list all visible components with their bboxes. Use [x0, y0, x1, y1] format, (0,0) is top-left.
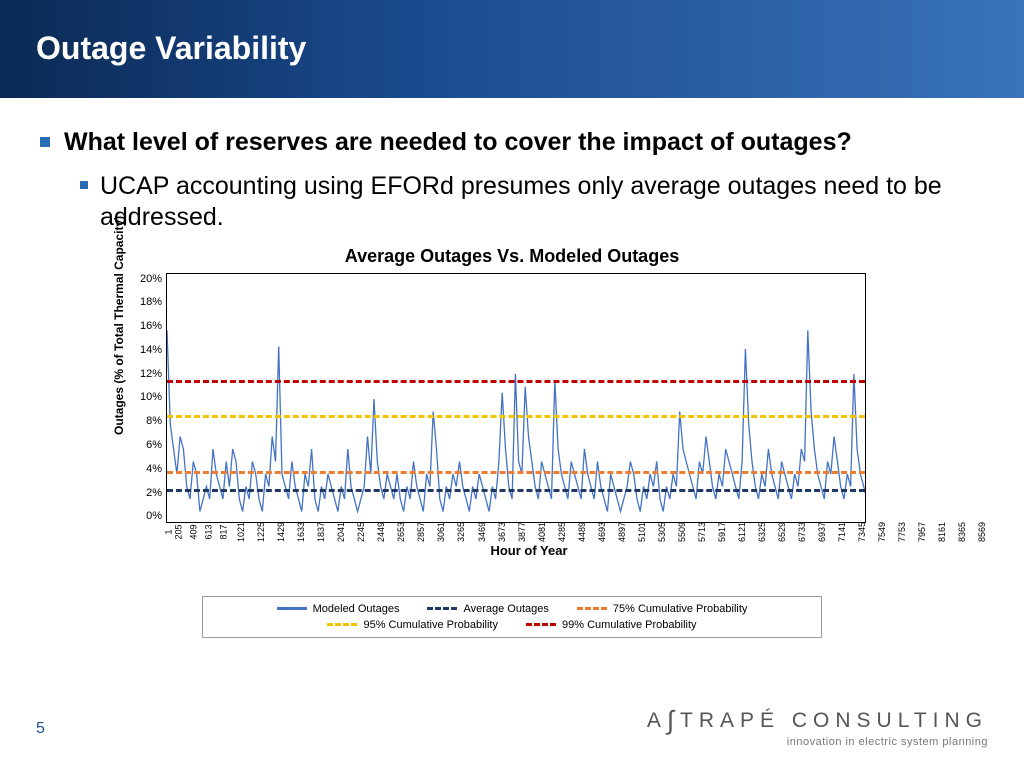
y-tick: 18% — [132, 296, 162, 308]
y-tick: 4% — [132, 463, 162, 475]
x-tick: 4489 — [577, 521, 587, 541]
x-tick: 1225 — [256, 521, 266, 541]
chart-plot-area — [166, 273, 866, 523]
x-tick: 4693 — [597, 521, 607, 541]
legend-swatch — [577, 607, 607, 610]
y-tick: 12% — [132, 368, 162, 380]
company-logo: A∫TRAPÉ CONSULTING innovation in electri… — [647, 703, 988, 748]
legend-item: 75% Cumulative Probability — [577, 603, 748, 615]
x-tick: 3265 — [457, 521, 467, 541]
x-tick: 5509 — [677, 521, 687, 541]
x-tick: 409 — [189, 524, 199, 539]
legend-swatch — [427, 607, 457, 610]
x-tick: 1 — [164, 529, 174, 534]
legend-label: Modeled Outages — [313, 603, 400, 615]
y-tick: 10% — [132, 391, 162, 403]
legend-item: 99% Cumulative Probability — [526, 619, 697, 631]
y-tick: 2% — [132, 487, 162, 499]
x-tick: 6733 — [797, 521, 807, 541]
bullet-main-text: What level of reserves are needed to cov… — [64, 128, 852, 157]
x-tick: 5101 — [637, 521, 647, 541]
chart-x-axis: 1205409613817102112251429163318372041224… — [166, 527, 892, 558]
x-tick: 613 — [204, 524, 214, 539]
x-tick: 7957 — [917, 521, 927, 541]
reference-line — [167, 415, 865, 418]
chart-series — [167, 274, 866, 523]
x-tick: 2857 — [416, 521, 426, 541]
y-tick: 8% — [132, 415, 162, 427]
legend-swatch — [277, 607, 307, 610]
x-tick: 8569 — [977, 521, 987, 541]
x-tick: 8365 — [957, 521, 967, 541]
x-tick: 3061 — [436, 521, 446, 541]
legend-item: Modeled Outages — [277, 603, 400, 615]
bullet-square-icon — [80, 181, 88, 189]
legend-label: 99% Cumulative Probability — [562, 619, 697, 631]
x-tick: 2245 — [356, 521, 366, 541]
x-tick: 1429 — [276, 521, 286, 541]
x-tick: 817 — [219, 524, 229, 539]
x-tick: 3673 — [497, 521, 507, 541]
slide-content: What level of reserves are needed to cov… — [0, 98, 1024, 638]
bullet-sub: UCAP accounting using EFORd presumes onl… — [80, 171, 984, 234]
x-tick: 2449 — [376, 521, 386, 541]
x-tick: 205 — [174, 524, 184, 539]
logo-main-text: A∫TRAPÉ CONSULTING — [647, 703, 988, 734]
x-tick: 1021 — [236, 521, 246, 541]
slide-header: Outage Variability — [0, 0, 1024, 98]
x-tick: 6121 — [737, 521, 747, 541]
x-tick: 6529 — [777, 521, 787, 541]
reference-line — [167, 489, 865, 492]
x-tick: 1633 — [296, 521, 306, 541]
x-tick: 2653 — [396, 521, 406, 541]
legend-label: 95% Cumulative Probability — [363, 619, 498, 631]
reference-line — [167, 380, 865, 383]
x-tick: 5713 — [697, 521, 707, 541]
legend-swatch — [526, 623, 556, 626]
page-number: 5 — [36, 720, 45, 738]
x-tick: 6937 — [817, 521, 827, 541]
x-tick: 7345 — [857, 521, 867, 541]
slide-title: Outage Variability — [36, 30, 1024, 67]
x-tick: 3469 — [477, 521, 487, 541]
y-tick: 16% — [132, 320, 162, 332]
x-tick: 1837 — [316, 521, 326, 541]
x-tick: 8161 — [937, 521, 947, 541]
x-tick: 2041 — [336, 521, 346, 541]
x-tick: 4897 — [617, 521, 627, 541]
chart-x-ticks: 1205409613817102112251429163318372041224… — [166, 527, 892, 537]
x-tick: 6325 — [757, 521, 767, 541]
chart-x-label: Hour of Year — [166, 543, 892, 558]
y-tick: 14% — [132, 344, 162, 356]
y-tick: 6% — [132, 439, 162, 451]
bullet-sub-text: UCAP accounting using EFORd presumes onl… — [100, 171, 984, 234]
x-tick: 4081 — [537, 521, 547, 541]
chart-container: Average Outages Vs. Modeled Outages 20% 1… — [132, 246, 892, 638]
x-tick: 3877 — [517, 521, 527, 541]
legend-item: Average Outages — [427, 603, 548, 615]
legend-label: 75% Cumulative Probability — [613, 603, 748, 615]
chart-legend: Modeled Outages Average Outages 75% Cumula… — [202, 596, 822, 638]
chart-y-label: Outages (% of Total Thermal Capacity) — [112, 216, 126, 435]
bullet-square-icon — [40, 137, 50, 147]
legend-label: Average Outages — [463, 603, 548, 615]
x-tick: 5305 — [657, 521, 667, 541]
y-tick: 20% — [132, 273, 162, 285]
chart-plot-row: 20% 18% 16% 14% 12% 10% 8% 6% 4% 2% 0% — [132, 273, 892, 523]
x-tick: 7141 — [837, 521, 847, 541]
bullet-main: What level of reserves are needed to cov… — [40, 128, 984, 157]
legend-item: 95% Cumulative Probability — [327, 619, 498, 631]
chart-title: Average Outages Vs. Modeled Outages — [132, 246, 892, 267]
y-tick: 0% — [132, 510, 162, 522]
x-tick: 5917 — [717, 521, 727, 541]
chart-y-ticks: 20% 18% 16% 14% 12% 10% 8% 6% 4% 2% 0% — [132, 273, 166, 523]
x-tick: 7549 — [877, 521, 887, 541]
logo-sub-text: innovation in electric system planning — [647, 736, 988, 748]
reference-line — [167, 471, 865, 474]
x-tick: 7753 — [897, 521, 907, 541]
legend-swatch — [327, 623, 357, 626]
x-tick: 4285 — [557, 521, 567, 541]
